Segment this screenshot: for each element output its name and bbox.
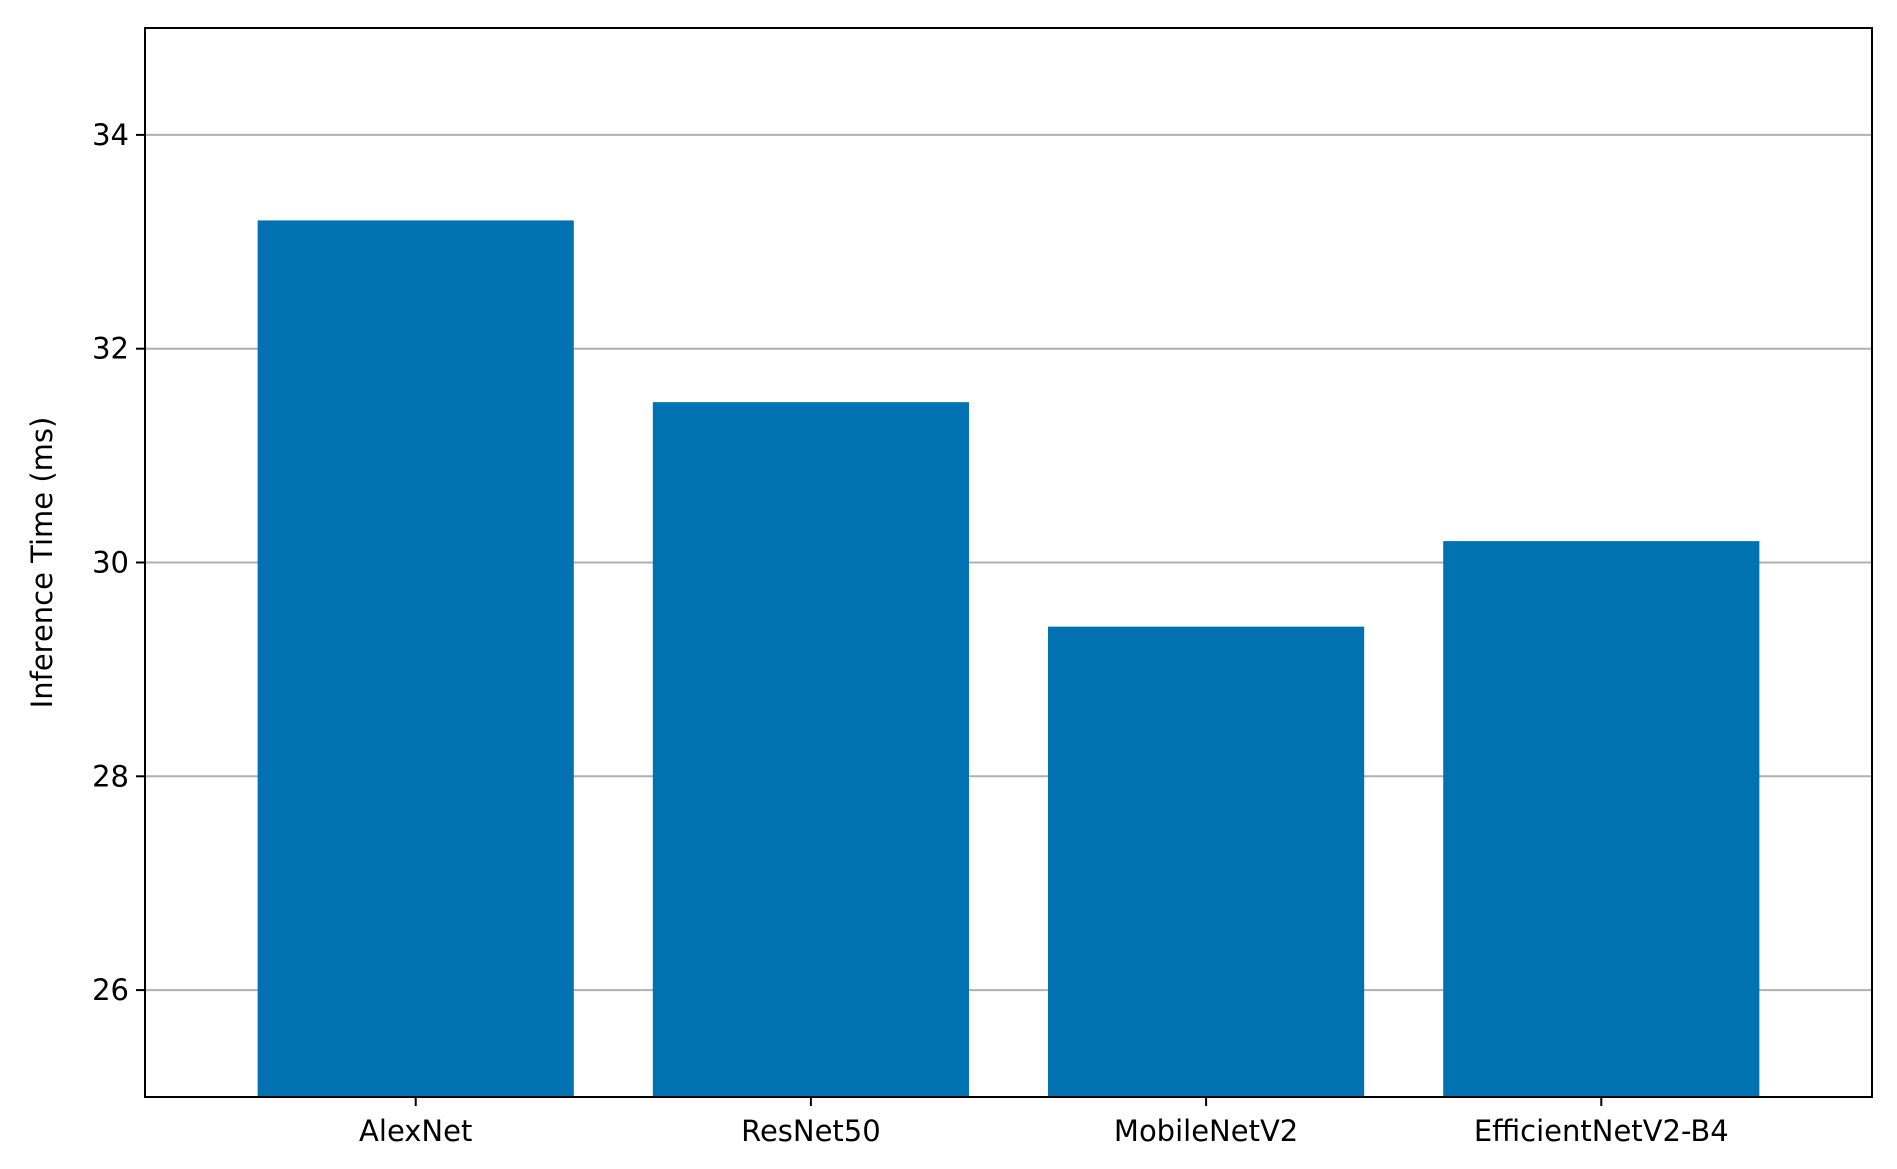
x-tick-label: AlexNet [359, 1114, 472, 1148]
x-axis-ticks: AlexNet ResNet50 MobileNetV2 EfficientNetV2… [359, 1097, 1729, 1148]
y-tick-label: 34 [92, 118, 129, 152]
x-tick-label: MobileNetV2 [1114, 1114, 1298, 1148]
y-tick-label: 28 [92, 759, 129, 793]
bar-mobilenetv2 [1048, 626, 1365, 1097]
bar-alexnet [257, 220, 574, 1098]
y-tick-label: 32 [92, 332, 129, 366]
bar-resnet50 [652, 402, 969, 1097]
x-tick-label: ResNet50 [741, 1114, 881, 1148]
bar-efficientnetv2-b4 [1443, 541, 1760, 1097]
y-tick-label: 26 [92, 973, 129, 1007]
y-axis-label: Inference Time (ms) [25, 417, 59, 709]
bars [257, 220, 1760, 1098]
y-tick-label: 30 [92, 546, 129, 580]
x-tick-label: EfficientNetV2-B4 [1474, 1114, 1729, 1148]
y-axis-ticks: 26 28 30 32 34 [92, 118, 145, 1007]
